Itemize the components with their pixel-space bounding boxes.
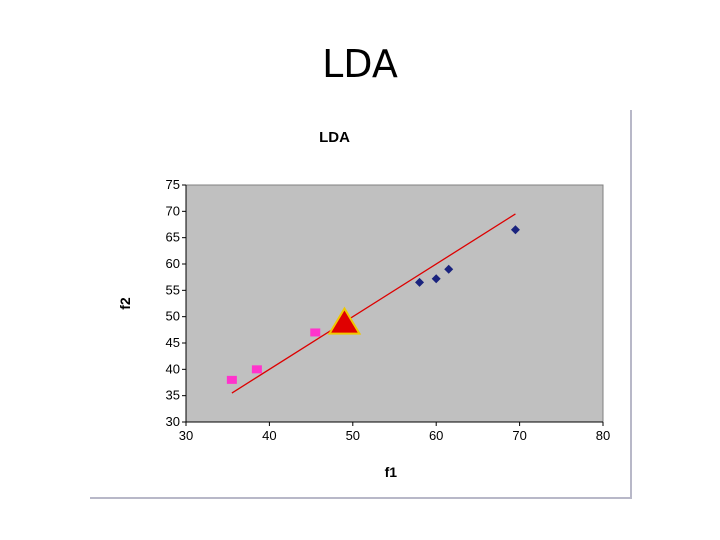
chart-frame: LDA 30 35 40 45 50 55 60 65 70 75 30 40 50 60 70 80 f1 f2 [90,110,632,499]
x-tick-label: 60 [429,428,443,443]
square-point [310,328,321,337]
x-axis-title: f1 [385,464,398,480]
y-tick-label: 30 [166,414,180,429]
square-point [251,365,262,374]
y-tick-label: 70 [166,203,180,218]
slide-title: LDA [322,42,398,86]
plot-area [185,184,604,423]
diamond-point [444,264,454,274]
x-tick-label: 70 [512,428,526,443]
diamond-point [415,277,425,287]
x-tick-label: 40 [262,428,276,443]
square-point [226,375,237,384]
y-tick-label: 60 [166,256,180,271]
y-tick-label: 50 [166,309,180,324]
y-axis-title: f2 [117,297,133,310]
y-tick-label: 35 [166,388,180,403]
diamond-point [431,274,441,284]
x-tick-label: 50 [346,428,360,443]
diamond-point [510,225,520,235]
y-tick-label: 65 [166,230,180,245]
y-tick-label: 55 [166,282,180,297]
lda-scatter-chart: LDA 30 35 40 45 50 55 60 65 70 75 30 40 50 60 70 80 f1 f2 [117,129,610,480]
y-tick-label: 45 [166,335,180,350]
lda-line [231,213,516,394]
y-tick-label: 75 [166,177,180,192]
x-tick-label: 80 [596,428,610,443]
x-tick-label: 30 [179,428,193,443]
y-tick-label: 40 [166,361,180,376]
chart-title: LDA [319,129,350,146]
triangle-point [327,306,362,335]
